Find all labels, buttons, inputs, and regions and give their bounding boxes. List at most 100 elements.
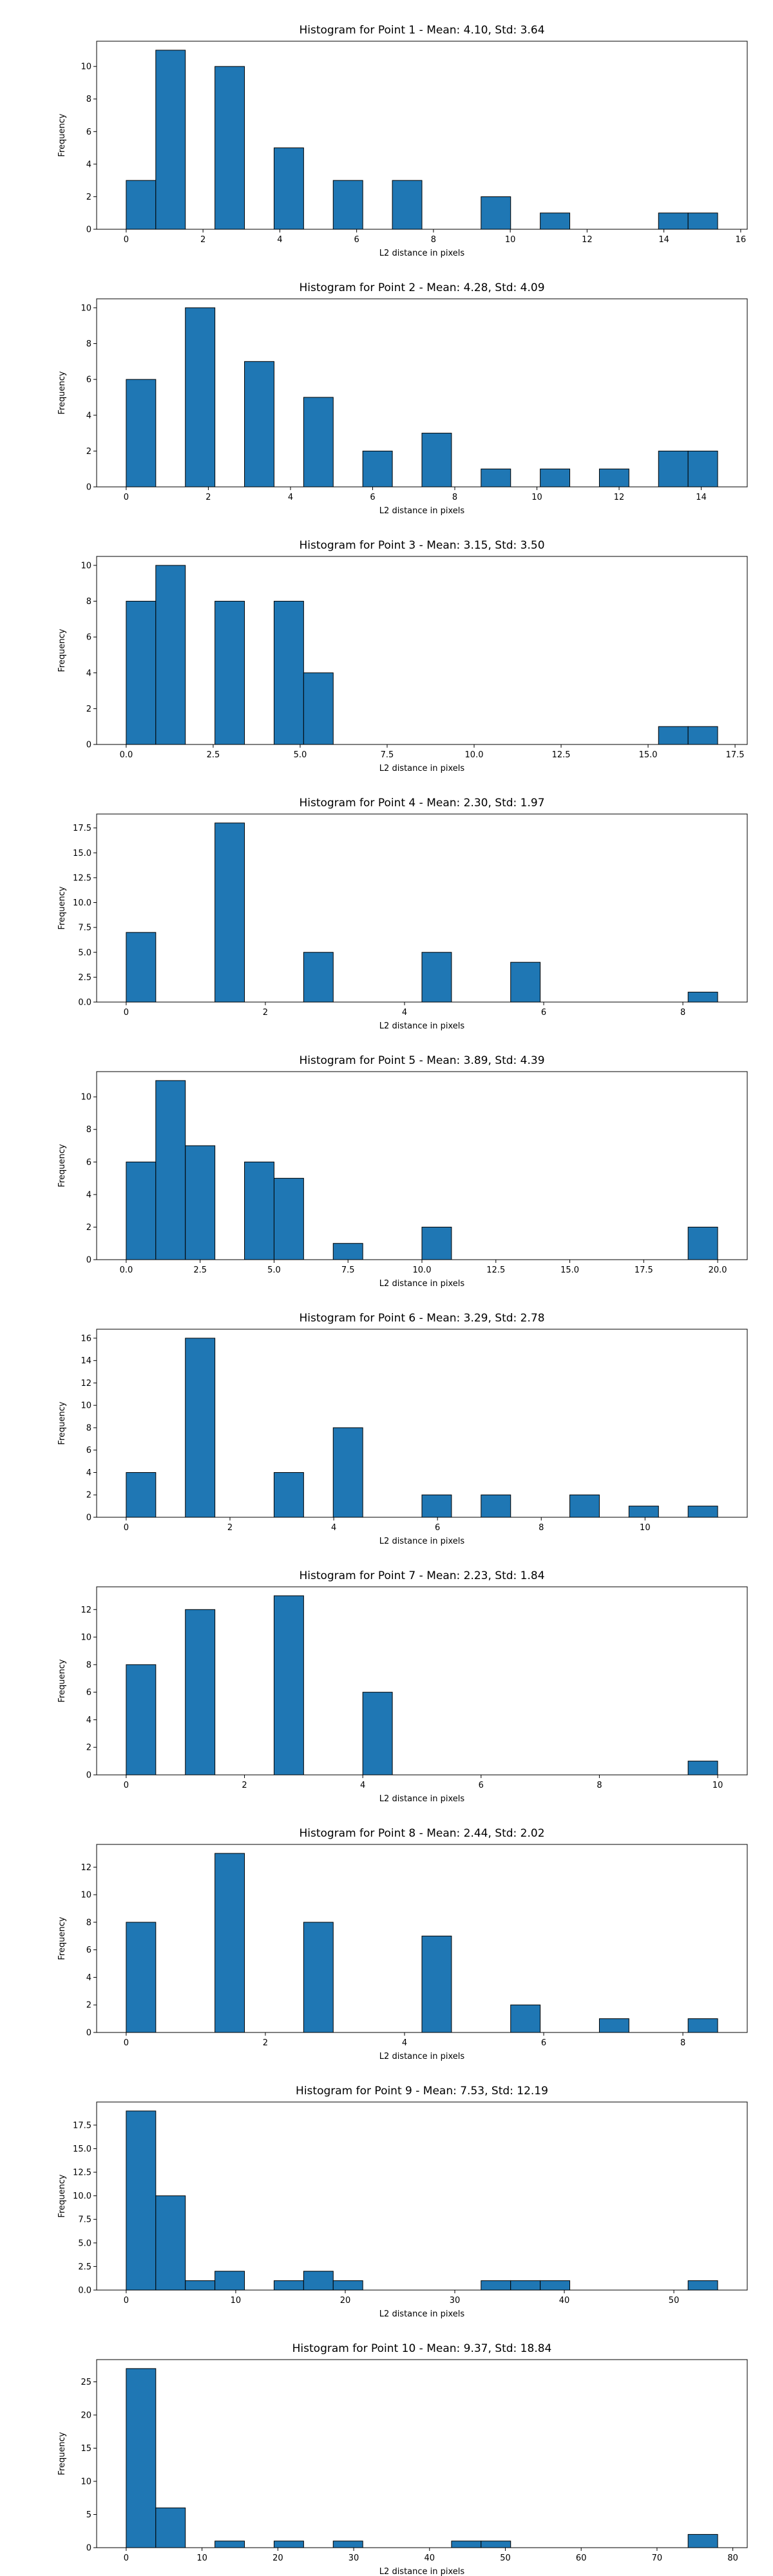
x-tick-label: 16 bbox=[736, 235, 747, 245]
histogram-bar bbox=[421, 1226, 452, 1260]
x-tick-label: 2 bbox=[263, 1008, 268, 1018]
histogram-bar bbox=[303, 952, 334, 1003]
y-tick-label: 10 bbox=[81, 1633, 91, 1643]
plot-frame bbox=[96, 1329, 748, 1518]
y-tick-label: 5.0 bbox=[78, 2239, 91, 2248]
x-axis-label: L2 distance in pixels bbox=[379, 2052, 465, 2061]
bars bbox=[126, 1338, 718, 1518]
histogram-bar bbox=[215, 822, 245, 1003]
y-tick-label: 10 bbox=[81, 561, 91, 571]
y-tick-label: 7.5 bbox=[78, 2215, 91, 2225]
y-tick-label: 8 bbox=[86, 339, 91, 349]
histogram-bar bbox=[185, 1609, 216, 1776]
histogram-bar bbox=[481, 196, 511, 230]
bars bbox=[126, 822, 718, 1003]
histogram-bar bbox=[687, 1226, 718, 1260]
histogram-bar bbox=[303, 2271, 334, 2291]
histogram-bar bbox=[215, 66, 245, 230]
histogram-bar bbox=[273, 1472, 304, 1518]
y-tick-label: 12.5 bbox=[73, 873, 91, 883]
y-tick-label: 0 bbox=[86, 1513, 91, 1523]
plot-frame bbox=[96, 556, 748, 745]
x-axis: 0 10 20 30 40 50 60 70 80 bbox=[124, 2548, 738, 2563]
histogram-bar bbox=[273, 2280, 304, 2291]
histogram-bar bbox=[126, 180, 157, 230]
x-tick-label: 6 bbox=[435, 1523, 440, 1533]
histogram-panel-6: Histogram for Point 6 - Mean: 3.29, Std:… bbox=[57, 1312, 748, 1546]
x-tick-label: 12 bbox=[582, 235, 593, 245]
chart-title: Histogram for Point 7 - Mean: 2.23, Std:… bbox=[299, 1569, 544, 1582]
histogram-bar bbox=[273, 1178, 304, 1260]
y-tick-label: 12 bbox=[81, 1379, 91, 1388]
histogram-bar bbox=[332, 2280, 363, 2291]
y-tick-label: 10 bbox=[81, 2477, 91, 2487]
y-tick-label: 2.5 bbox=[78, 2262, 91, 2272]
histogram-bar bbox=[658, 450, 689, 488]
histogram-panel-2: Histogram for Point 2 - Mean: 4.28, Std:… bbox=[57, 281, 748, 516]
y-tick-label: 12 bbox=[81, 1863, 91, 1873]
y-tick-label: 0 bbox=[86, 225, 91, 235]
x-tick-label: 10 bbox=[531, 493, 542, 502]
x-tick-label: 0 bbox=[124, 2038, 129, 2048]
x-tick-label: 2 bbox=[200, 235, 205, 245]
bars bbox=[126, 565, 718, 745]
histogram-panel-3: Histogram for Point 3 - Mean: 3.15, Std:… bbox=[57, 539, 748, 773]
histogram-bar bbox=[303, 1922, 334, 2033]
x-tick-label: 5.0 bbox=[294, 750, 307, 760]
histogram-bar bbox=[421, 1935, 452, 2033]
y-tick-label: 0 bbox=[86, 741, 91, 750]
x-axis: 0 2 4 6 8 bbox=[124, 1002, 685, 1018]
x-tick-label: 12.5 bbox=[486, 1265, 505, 1275]
y-tick-label: 6 bbox=[86, 375, 91, 385]
bars bbox=[126, 307, 718, 488]
x-tick-label: 10 bbox=[712, 1781, 723, 1790]
y-tick-label: 10 bbox=[81, 1093, 91, 1103]
bars bbox=[126, 1080, 718, 1260]
x-axis-label: L2 distance in pixels bbox=[379, 506, 465, 516]
histogram-bar bbox=[155, 565, 186, 745]
y-tick-label: 6 bbox=[86, 1158, 91, 1168]
y-axis-label: Frequency bbox=[57, 1659, 67, 1702]
histogram-bar bbox=[362, 450, 393, 488]
histogram-bar bbox=[687, 450, 718, 488]
histogram-panel-8: Histogram for Point 8 - Mean: 2.44, Std:… bbox=[57, 1827, 748, 2061]
plot-frame bbox=[96, 41, 748, 230]
y-tick-label: 10.0 bbox=[73, 898, 91, 908]
x-axis-label: L2 distance in pixels bbox=[379, 2309, 465, 2319]
y-tick-label: 5 bbox=[86, 2510, 91, 2520]
y-axis: 0 2 4 6 8 10 12 14 16 bbox=[81, 1334, 97, 1523]
x-tick-label: 8 bbox=[452, 493, 457, 502]
histogram-bar bbox=[185, 1145, 216, 1260]
x-tick-label: 8 bbox=[596, 1781, 602, 1790]
histogram-bar bbox=[155, 2507, 186, 2548]
chart-title: Histogram for Point 4 - Mean: 2.30, Std:… bbox=[299, 797, 544, 810]
x-tick-label: 7.5 bbox=[381, 750, 394, 760]
y-tick-label: 20 bbox=[81, 2411, 91, 2421]
x-tick-label: 6 bbox=[370, 493, 375, 502]
y-tick-label: 2 bbox=[86, 2001, 91, 2011]
histogram-bar bbox=[362, 1692, 393, 1776]
histogram-bar bbox=[273, 2541, 304, 2548]
y-axis-label: Frequency bbox=[57, 886, 67, 929]
histogram-bar bbox=[481, 468, 511, 488]
histogram-panel-1: Histogram for Point 1 - Mean: 4.10, Std:… bbox=[57, 24, 748, 258]
histogram-bar bbox=[185, 2280, 216, 2291]
x-tick-label: 6 bbox=[541, 1008, 546, 1018]
y-axis: 0.0 2.5 5.0 7.5 10.0 12.5 15.0 17.5 bbox=[73, 2121, 97, 2296]
y-tick-label: 8 bbox=[86, 1423, 91, 1433]
x-tick-label: 0 bbox=[124, 2553, 129, 2563]
histogram-panel-10: Histogram for Point 10 - Mean: 9.37, Std… bbox=[57, 2342, 748, 2576]
histogram-bar bbox=[421, 1494, 452, 1518]
x-tick-label: 6 bbox=[354, 235, 359, 245]
x-axis: 0 2 4 6 8 10 12 14 bbox=[124, 487, 707, 502]
y-tick-label: 6 bbox=[86, 1688, 91, 1698]
x-tick-label: 12 bbox=[614, 493, 625, 502]
histogram-bar bbox=[185, 307, 216, 488]
chart-title: Histogram for Point 1 - Mean: 4.10, Std:… bbox=[299, 24, 544, 37]
y-tick-label: 2 bbox=[86, 1223, 91, 1233]
x-axis: 0 2 4 6 8 10 bbox=[124, 1775, 723, 1790]
histogram-bar bbox=[569, 1494, 600, 1518]
histogram-bar bbox=[510, 2280, 541, 2291]
y-tick-label: 0 bbox=[86, 1256, 91, 1265]
